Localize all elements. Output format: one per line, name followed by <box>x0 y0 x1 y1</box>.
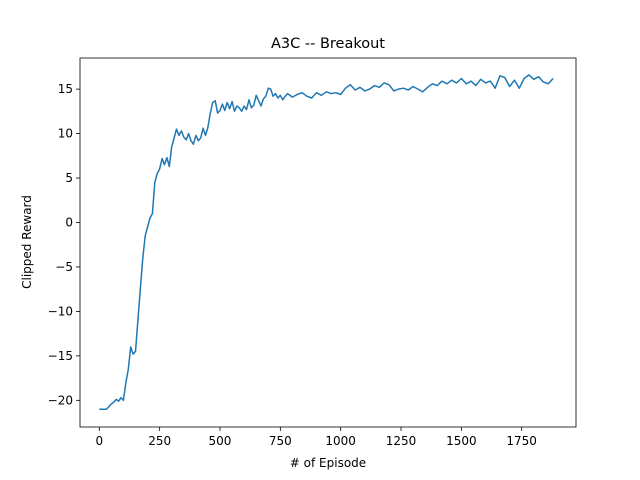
chart-title: A3C -- Breakout <box>271 36 385 52</box>
y-tick-label: −10 <box>48 304 73 318</box>
plot-frame <box>79 57 577 428</box>
x-tick-label: 0 <box>95 434 103 448</box>
x-tick-label: 1500 <box>446 434 477 448</box>
y-tick-label: −20 <box>48 393 73 407</box>
x-tick-label: 750 <box>269 434 292 448</box>
series-line-0 <box>99 74 554 410</box>
y-tick-label: −5 <box>55 260 73 274</box>
x-tick-label: 1250 <box>386 434 417 448</box>
y-tick-label: 10 <box>58 127 73 141</box>
x-tick-label: 1000 <box>325 434 356 448</box>
plot-area <box>79 57 577 428</box>
x-tick-label: 250 <box>148 434 171 448</box>
x-tick-label: 1750 <box>506 434 537 448</box>
y-tick-label: 5 <box>65 171 73 185</box>
y-tick-label: −15 <box>48 349 73 363</box>
x-tick-label: 500 <box>209 434 232 448</box>
y-axis-ticks: −20 −15 −10 −5 0 5 10 15 <box>48 82 80 407</box>
x-axis-ticks: 0 250 500 750 1000 1250 1500 1750 <box>95 427 537 448</box>
y-axis-label: Clipped Reward <box>20 195 34 289</box>
series-layer <box>99 74 554 410</box>
x-axis-label: # of Episode <box>290 456 366 470</box>
y-tick-label: 15 <box>58 82 73 96</box>
y-tick-label: 0 <box>65 215 73 229</box>
